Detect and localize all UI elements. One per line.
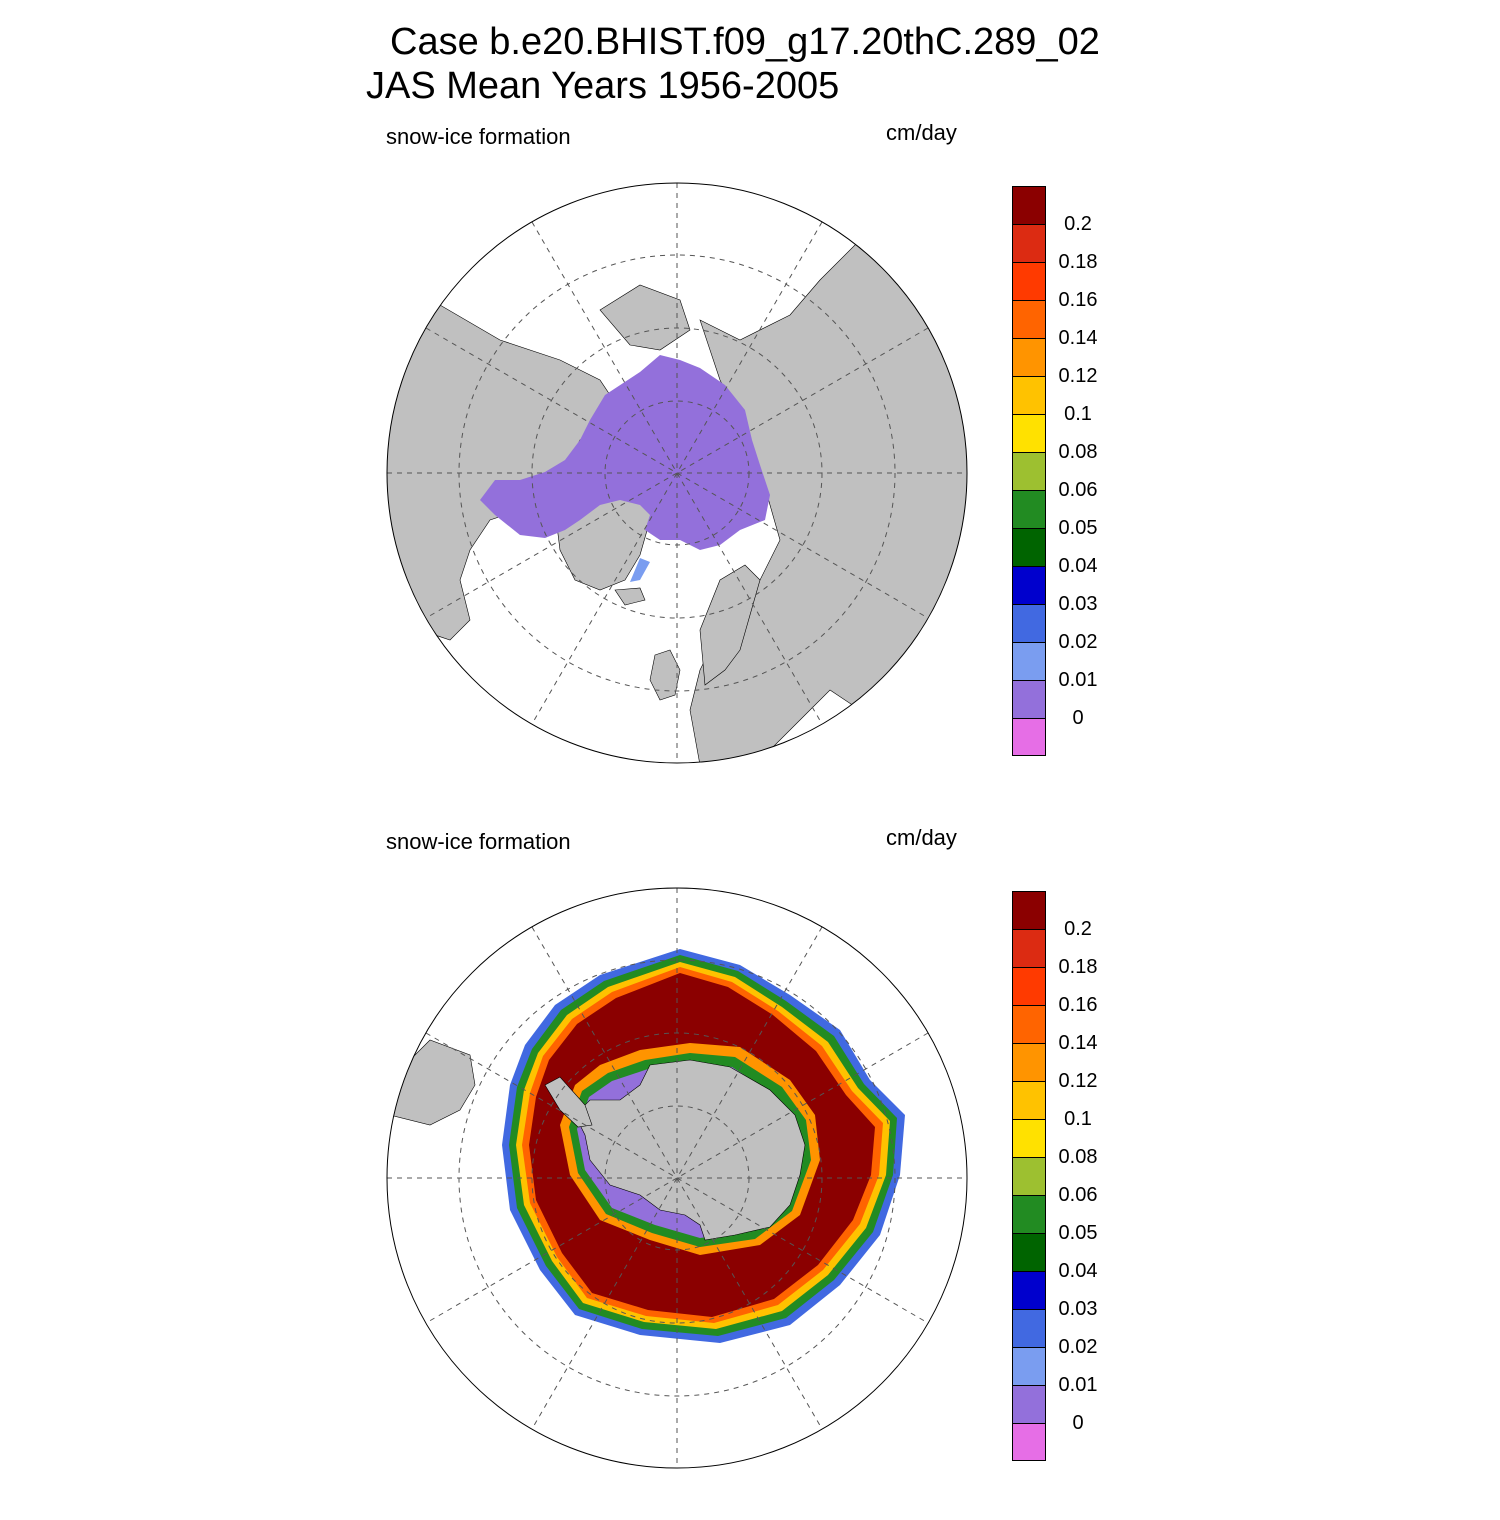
map-boundary	[386, 182, 968, 764]
colorbar-swatch	[1012, 1271, 1046, 1309]
colorbar-tick-label: 0.12	[1058, 1070, 1098, 1092]
colorbar-tick-label: 0.04	[1058, 1260, 1098, 1282]
colorbar-swatch	[1012, 566, 1046, 604]
sea-ice-greenland-edge	[630, 558, 650, 582]
colorbar-tick-label: 0.01	[1058, 1374, 1098, 1396]
colorbar-swatch	[1012, 1005, 1046, 1043]
colorbar-swatch	[1012, 1119, 1046, 1157]
sea-ice-arctic	[480, 355, 770, 550]
colorbar-swatch	[1012, 300, 1046, 338]
southern-hemisphere-panel: snow-ice formation cm/day	[0, 815, 1500, 1520]
colorbar-swatch	[1012, 262, 1046, 300]
colorbar-swatch	[1012, 929, 1046, 967]
map-boundary	[386, 887, 968, 1469]
colorbar-tick-label: 0.06	[1058, 479, 1098, 501]
figure-title-line-1: Case b.e20.BHIST.f09_g17.20thC.289_02	[390, 21, 1100, 63]
units-label: cm/day	[886, 120, 957, 145]
colorbar-swatch	[1012, 186, 1046, 224]
land-chukotka	[599, 284, 691, 351]
colorbar-tick-label: 0.14	[1058, 1032, 1098, 1054]
colorbar-tick-label: 0.1	[1064, 403, 1092, 425]
colorbar-tick-label: 0.01	[1058, 669, 1098, 691]
colorbar-swatch	[1012, 1081, 1046, 1119]
graticule	[387, 183, 967, 763]
colorbar-swatch	[1012, 642, 1046, 680]
colorbar-tick-label: 0.02	[1058, 1336, 1098, 1358]
colorbar-tick-label: 0.16	[1058, 994, 1098, 1016]
colorbar-tick-label: 0.12	[1058, 365, 1098, 387]
colorbar	[1012, 186, 1046, 756]
colorbar-tick-label: 0.18	[1058, 956, 1098, 978]
colorbar-swatch	[1012, 718, 1046, 756]
antarctic-polar-map	[386, 887, 968, 1469]
colorbar-swatch	[1012, 680, 1046, 718]
colorbar-swatch	[1012, 604, 1046, 642]
colorbar-swatch	[1012, 967, 1046, 1005]
colorbar-tick-label: 0.08	[1058, 441, 1098, 463]
land-scandinavia	[699, 564, 761, 686]
colorbar-tick-label: 0.02	[1058, 631, 1098, 653]
colorbar-swatch	[1012, 376, 1046, 414]
arctic-polar-map	[386, 182, 968, 764]
colorbar-swatch	[1012, 1233, 1046, 1271]
colorbar-tick-label: 0.05	[1058, 517, 1098, 539]
variable-label: snow-ice formation	[386, 124, 571, 149]
colorbar-swatch	[1012, 1309, 1046, 1347]
colorbar-tick-label: 0.18	[1058, 251, 1098, 273]
colorbar-tick-label: 0	[1072, 1412, 1084, 1434]
figure-title-line-2: JAS Mean Years 1956-2005	[366, 65, 840, 107]
colorbar-swatch	[1012, 338, 1046, 376]
colorbar-swatch	[1012, 1157, 1046, 1195]
colorbar-swatch	[1012, 1195, 1046, 1233]
colorbar-swatch	[1012, 528, 1046, 566]
graticule	[387, 888, 967, 1468]
colorbar-swatch	[1012, 224, 1046, 262]
colorbar-tick-label: 0.14	[1058, 327, 1098, 349]
colorbar-tick-label: 0	[1072, 707, 1084, 729]
colorbar-tick-label: 0.04	[1058, 555, 1098, 577]
colorbar-tick-label: 0.2	[1064, 918, 1092, 940]
colorbar-swatch	[1012, 490, 1046, 528]
colorbar-tick-label: 0.1	[1064, 1108, 1092, 1130]
northern-hemisphere-panel: snow-ice formation cm/day	[0, 110, 1500, 815]
land-british-isles	[649, 649, 681, 701]
colorbar-tick-label: 0.16	[1058, 289, 1098, 311]
colorbar-swatch	[1012, 891, 1046, 929]
land-iceland	[614, 587, 646, 606]
colorbar-tick-label: 0.08	[1058, 1146, 1098, 1168]
colorbar-swatch	[1012, 414, 1046, 452]
colorbar-tick-label: 0.06	[1058, 1184, 1098, 1206]
colorbar-tick-label: 0.03	[1058, 593, 1098, 615]
units-label: cm/day	[886, 825, 957, 850]
colorbar-swatch	[1012, 1385, 1046, 1423]
colorbar-swatch	[1012, 452, 1046, 490]
colorbar-swatch	[1012, 1347, 1046, 1385]
colorbar-tick-label: 0.2	[1064, 213, 1092, 235]
colorbar-swatch	[1012, 1043, 1046, 1081]
colorbar-swatch	[1012, 1423, 1046, 1461]
colorbar	[1012, 891, 1046, 1461]
colorbar-tick-label: 0.03	[1058, 1298, 1098, 1320]
variable-label: snow-ice formation	[386, 829, 571, 854]
colorbar-tick-label: 0.05	[1058, 1222, 1098, 1244]
